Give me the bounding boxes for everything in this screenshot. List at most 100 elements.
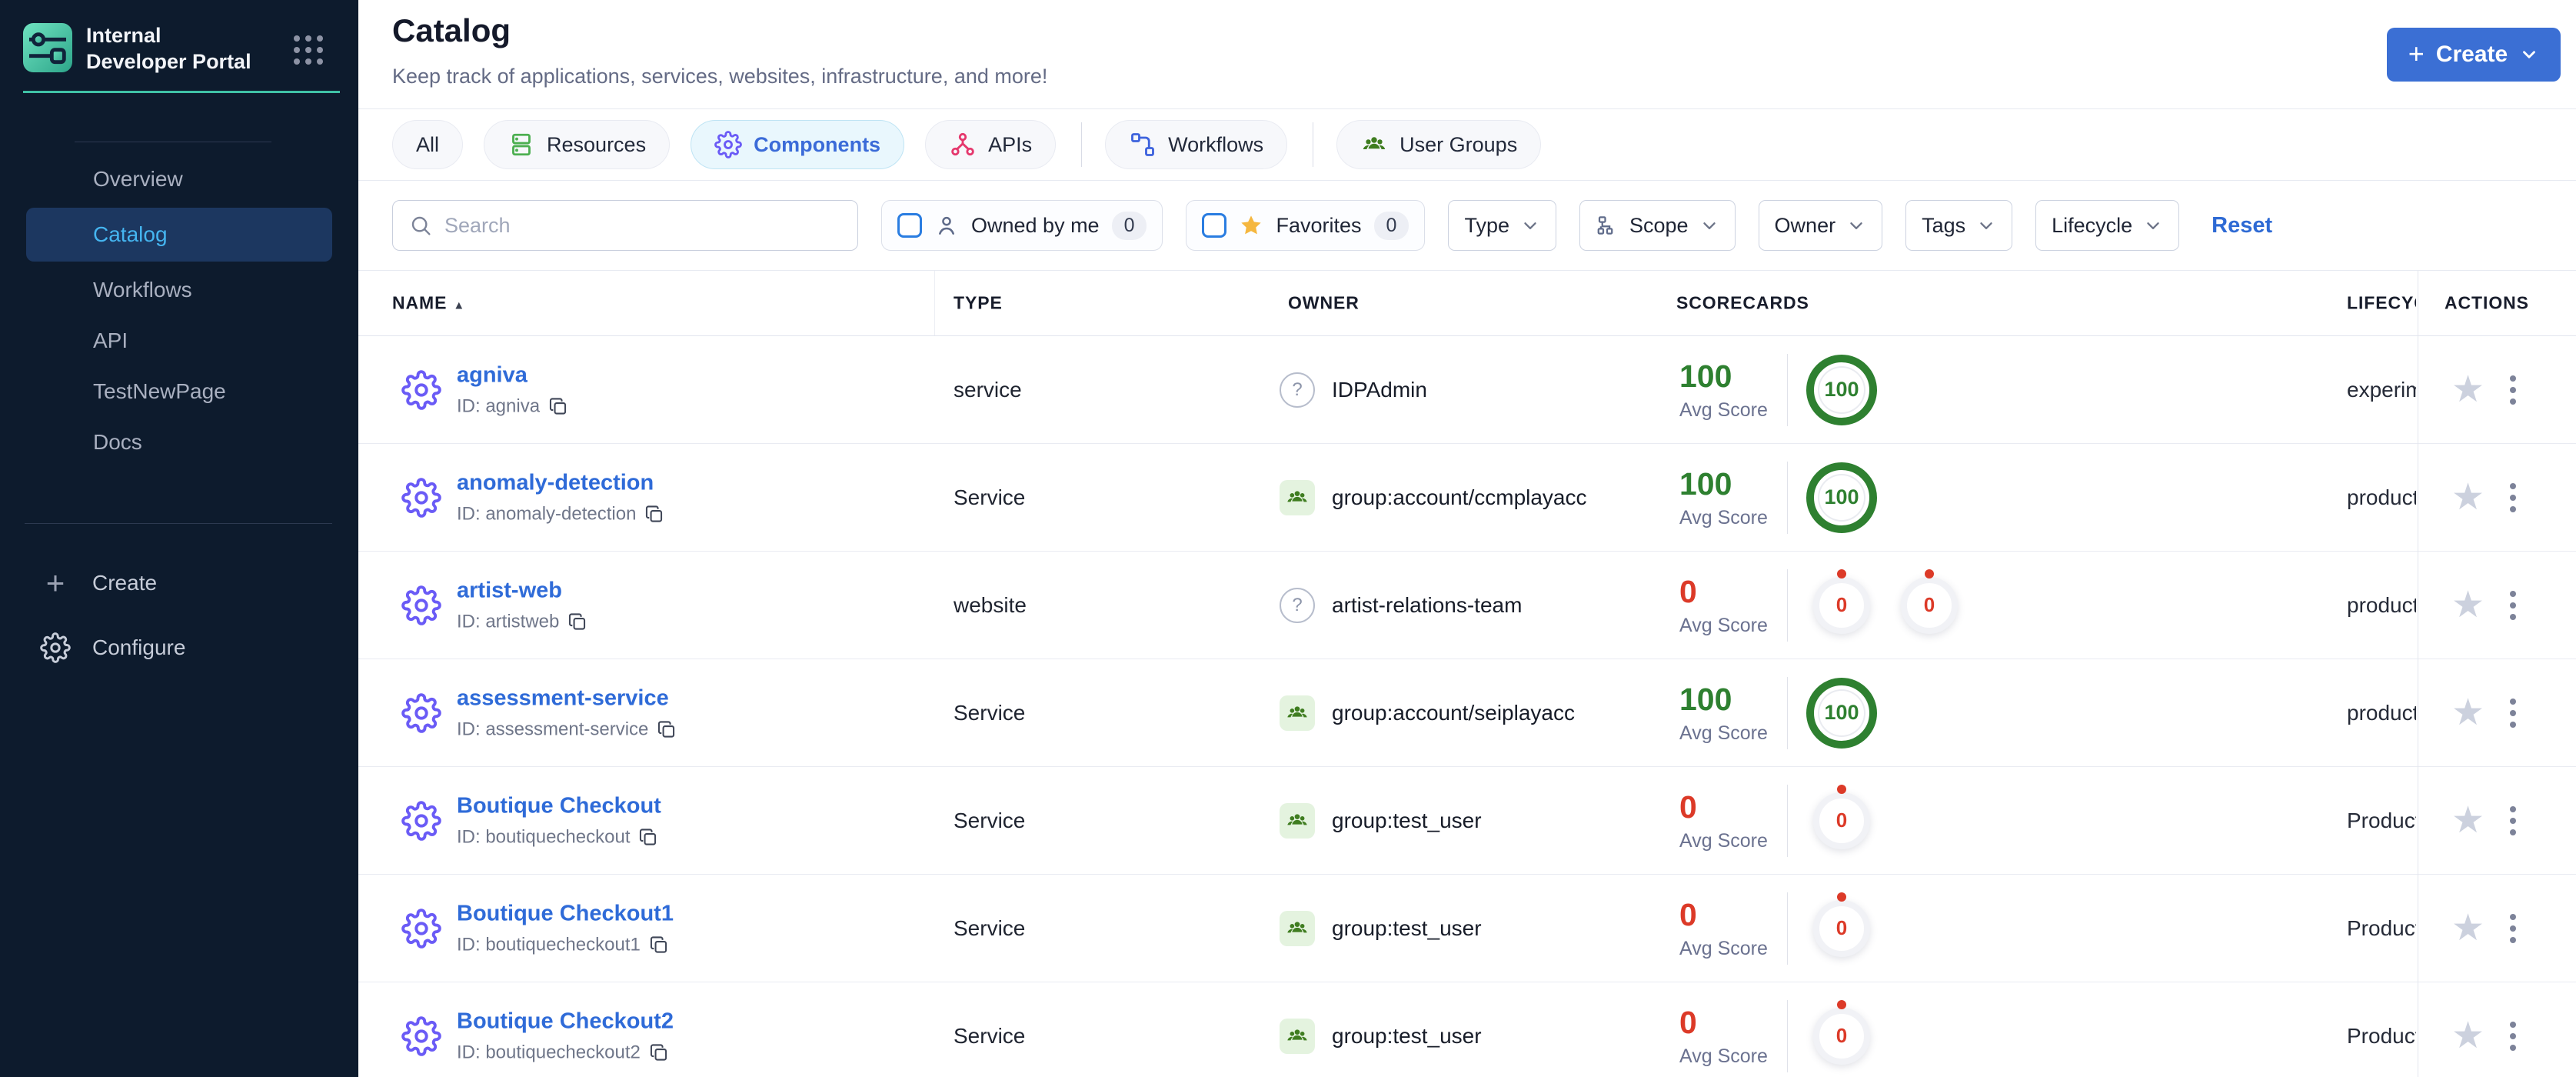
owner-filter-dropdown[interactable]: Owner xyxy=(1758,200,1883,251)
scope-icon xyxy=(1596,214,1619,237)
user-groups-icon xyxy=(1360,131,1388,158)
tab-components[interactable]: Components xyxy=(691,120,905,169)
tab-apis[interactable]: APIs xyxy=(925,120,1057,169)
sidebar-footer: + Create Configure xyxy=(0,551,358,680)
column-header-name[interactable]: NAME ▲ xyxy=(392,292,466,313)
copy-icon[interactable] xyxy=(648,1042,669,1063)
favorite-star-icon[interactable]: ★ xyxy=(2451,368,2485,410)
owner-cell: group:test_user xyxy=(1332,915,1482,940)
copy-icon[interactable] xyxy=(547,396,568,417)
copy-icon[interactable] xyxy=(567,612,587,632)
type-filter-dropdown[interactable]: Type xyxy=(1448,200,1556,251)
sidebar-item-testnewpage[interactable]: TestNewPage xyxy=(0,366,358,417)
entity-name-link[interactable]: assessment-service xyxy=(457,685,669,710)
create-button[interactable]: + Create xyxy=(2387,28,2561,82)
owner-cell: group:test_user xyxy=(1332,808,1482,832)
row-menu-icon[interactable] xyxy=(2505,371,2521,409)
favorites-checkbox[interactable] xyxy=(1202,213,1227,238)
table-row: Boutique Checkout1 ID: boutiquecheckout1… xyxy=(358,875,2576,982)
component-gear-icon xyxy=(401,1015,441,1056)
favorite-star-icon[interactable]: ★ xyxy=(2451,1015,2485,1056)
avg-score-cell: 0 Avg Score xyxy=(1679,1005,1768,1068)
favorite-star-icon[interactable]: ★ xyxy=(2451,584,2485,625)
favorites-filter[interactable]: Favorites 0 xyxy=(1186,200,1426,251)
workflows-icon xyxy=(1129,131,1157,158)
entity-name-link[interactable]: Boutique Checkout xyxy=(457,793,661,818)
scorecard-ring-zero[interactable]: 0 xyxy=(1813,792,1870,849)
scorecard-ring[interactable]: 100 xyxy=(1806,462,1877,533)
entity-name-link[interactable]: artist-web xyxy=(457,578,562,602)
scorecard-ring-zero[interactable]: 0 xyxy=(1813,1007,1870,1065)
owned-by-me-checkbox[interactable] xyxy=(897,213,922,238)
portal-title: Internal Developer Portal xyxy=(86,24,251,73)
tab-user-groups[interactable]: User Groups xyxy=(1336,120,1542,169)
entity-id: ID: agniva xyxy=(457,395,541,416)
tab-all[interactable]: All xyxy=(392,120,464,169)
entity-name-link[interactable]: Boutique Checkout2 xyxy=(457,1009,674,1033)
plus-icon: + xyxy=(2408,37,2425,69)
search-input[interactable] xyxy=(444,213,842,238)
avg-score-value: 100 xyxy=(1679,358,1732,394)
sidebar-item-workflows[interactable]: Workflows xyxy=(0,265,358,315)
entity-id: ID: artistweb xyxy=(457,611,560,632)
scorecard-ring[interactable]: 100 xyxy=(1806,677,1877,749)
sidebar-configure-button[interactable]: Configure xyxy=(0,615,358,680)
avg-score-label: Avg Score xyxy=(1679,937,1768,959)
copy-icon[interactable] xyxy=(637,827,658,848)
row-menu-icon[interactable] xyxy=(2505,909,2521,948)
group-owner-icon xyxy=(1280,802,1315,839)
row-menu-icon[interactable] xyxy=(2505,586,2521,625)
avg-score-cell: 100 Avg Score xyxy=(1679,682,1768,745)
row-menu-icon[interactable] xyxy=(2505,694,2521,732)
type-cell: Service xyxy=(954,915,1026,940)
reset-filters-link[interactable]: Reset xyxy=(2212,212,2273,238)
sidebar-item-overview[interactable]: Overview xyxy=(0,154,358,205)
lifecycle-filter-dropdown[interactable]: Lifecycle xyxy=(2035,200,2180,251)
row-menu-icon[interactable] xyxy=(2505,802,2521,840)
owned-by-me-count: 0 xyxy=(1111,211,1147,240)
score-divider xyxy=(1787,999,1788,1072)
copy-icon[interactable] xyxy=(656,719,677,740)
copy-icon[interactable] xyxy=(648,935,669,955)
scorecard-ring-zero[interactable]: 0 xyxy=(1813,576,1870,634)
page-title: Catalog xyxy=(392,12,511,48)
avg-score-value: 0 xyxy=(1679,573,1697,609)
avg-score-label: Avg Score xyxy=(1679,1045,1768,1067)
scorecard-ring-zero[interactable]: 0 xyxy=(1813,899,1870,957)
apps-grid-icon[interactable] xyxy=(294,35,323,65)
row-menu-icon[interactable] xyxy=(2505,1017,2521,1055)
entity-id: ID: boutiquecheckout2 xyxy=(457,1042,641,1062)
table-header: NAME▲ TYPE OWNER SCORECARDS LIFECYCLE AC… xyxy=(358,271,2576,336)
scope-filter-dropdown[interactable]: Scope xyxy=(1579,200,1736,251)
owner-cell: group:account/ccmplayacc xyxy=(1332,485,1587,509)
lifecycle-cell: Production xyxy=(2347,1023,2416,1048)
entity-id: ID: boutiquecheckout1 xyxy=(457,934,641,955)
chevron-down-icon xyxy=(1976,215,1996,235)
entity-id: ID: anomaly-detection xyxy=(457,503,637,524)
scorecard-ring-zero[interactable]: 0 xyxy=(1901,576,1958,634)
sidebar-item-api[interactable]: API xyxy=(0,315,358,366)
sidebar-nav-label: Workflows xyxy=(93,278,192,302)
tags-filter-dropdown[interactable]: Tags xyxy=(1905,200,2013,251)
row-menu-icon[interactable] xyxy=(2505,478,2521,517)
entity-name-link[interactable]: anomaly-detection xyxy=(457,470,654,495)
type-cell: Service xyxy=(954,808,1026,832)
favorite-star-icon[interactable]: ★ xyxy=(2451,799,2485,841)
owned-by-me-filter[interactable]: Owned by me 0 xyxy=(881,200,1163,251)
tab-workflows[interactable]: Workflows xyxy=(1105,120,1288,169)
column-header-type: TYPE xyxy=(954,292,1003,313)
tab-resources[interactable]: Resources xyxy=(484,120,671,169)
favorite-star-icon[interactable]: ★ xyxy=(2451,476,2485,518)
entity-name-link[interactable]: agniva xyxy=(457,362,528,387)
copy-icon[interactable] xyxy=(644,504,664,525)
entity-name-link[interactable]: Boutique Checkout1 xyxy=(457,901,674,925)
avg-score-label: Avg Score xyxy=(1679,722,1768,744)
sidebar-item-catalog[interactable]: Catalog xyxy=(26,208,332,262)
sidebar-create-button[interactable]: + Create xyxy=(0,551,358,615)
scorecard-ring[interactable]: 100 xyxy=(1806,354,1877,425)
type-cell: Service xyxy=(954,485,1026,509)
name-cell: Boutique Checkout1 ID: boutiquecheckout1 xyxy=(457,901,674,955)
favorite-star-icon[interactable]: ★ xyxy=(2451,907,2485,949)
favorite-star-icon[interactable]: ★ xyxy=(2451,692,2485,733)
sidebar-item-docs[interactable]: Docs xyxy=(0,417,358,468)
